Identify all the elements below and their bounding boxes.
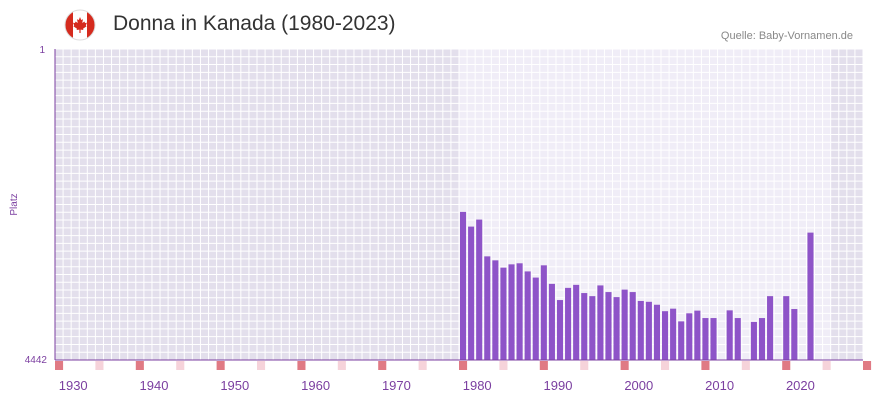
halfdecade-marker-1943 (176, 361, 185, 370)
bar-1983 (500, 267, 507, 360)
halfdecade-marker-1953 (257, 361, 266, 370)
bar-1994 (589, 296, 596, 360)
bar-2001 (645, 301, 652, 360)
bar-1986 (524, 271, 531, 360)
bar-2007 (694, 310, 701, 360)
bar-2015 (758, 318, 766, 360)
halfdecade-marker-1963 (337, 361, 346, 370)
halfdecade-marker-2013 (741, 361, 750, 370)
decade-marker-2008 (701, 361, 710, 370)
halfdecade-marker-1973 (418, 361, 427, 370)
bar-1997 (613, 297, 620, 360)
x-tick-label: 1950 (220, 378, 249, 393)
bar-1981 (484, 256, 491, 360)
x-tick-label: 1940 (140, 378, 169, 393)
bar-1984 (508, 264, 515, 360)
x-tick-label: 1990 (544, 378, 573, 393)
halfdecade-marker-2023 (822, 361, 831, 370)
bar-2004 (670, 308, 677, 360)
halfdecade-marker-1983 (499, 361, 508, 370)
bar-2018 (783, 296, 790, 360)
bar-1996 (605, 292, 612, 360)
bar-2003 (662, 311, 669, 360)
x-tick-label: 2000 (624, 378, 653, 393)
bar-2014 (750, 321, 757, 360)
bar-1990 (556, 300, 564, 360)
x-tick-label: 2020 (786, 378, 815, 393)
decade-marker-1928 (55, 361, 64, 370)
bar-1987 (532, 277, 539, 360)
y-axis-label: Platz (9, 193, 20, 215)
x-tick-label: 2010 (705, 378, 734, 393)
decade-marker-1948 (216, 361, 225, 370)
decade-marker-2018 (782, 361, 791, 370)
bar-1988 (540, 265, 547, 360)
x-tick-label: 1960 (301, 378, 330, 393)
bar-2016 (767, 296, 774, 360)
bar-1999 (629, 292, 636, 360)
bar-2012 (734, 318, 741, 360)
decade-marker-1958 (297, 361, 306, 370)
bar-1998 (621, 289, 628, 360)
decade-marker-1988 (539, 361, 548, 370)
decade-marker-1968 (378, 361, 387, 370)
grid (54, 48, 864, 361)
y-tick-label: 1 (39, 45, 45, 56)
bar-2005 (678, 321, 685, 360)
halfdecade-marker-1933 (95, 361, 104, 370)
x-tick-label: 1930 (59, 378, 88, 393)
chart-title: Donna in Kanada (1980-2023) (113, 12, 396, 35)
bar-2008 (702, 318, 709, 360)
canada-flag-icon (64, 9, 96, 41)
y-tick-label: 4442 (25, 355, 48, 366)
bar-1995 (597, 285, 604, 360)
halfdecade-marker-1993 (580, 361, 589, 370)
bar-1978 (460, 211, 467, 360)
x-tick-label: 1970 (382, 378, 411, 393)
bar-1982 (492, 260, 499, 360)
bar-2019 (791, 309, 798, 360)
bar-2011 (726, 310, 733, 360)
bar-2009 (710, 318, 717, 360)
bar-2002 (653, 304, 660, 360)
bar-2000 (637, 300, 644, 360)
bar-1989 (548, 283, 555, 360)
bar-1980 (476, 219, 483, 360)
decade-marker-1998 (620, 361, 629, 370)
bar-2006 (686, 313, 693, 360)
decade-marker-2028 (863, 361, 872, 370)
x-tick-label: 1980 (463, 378, 492, 393)
bar-2021 (807, 232, 814, 360)
bar-1985 (516, 263, 523, 360)
source-credit: Quelle: Baby-Vornamen.de (720, 30, 853, 42)
bar-1993 (581, 293, 588, 360)
bar-1992 (573, 284, 580, 360)
decade-marker-1978 (459, 361, 468, 370)
halfdecade-marker-2003 (661, 361, 670, 370)
bar-1979 (468, 226, 475, 360)
bar-1991 (565, 287, 572, 360)
decade-marker-1938 (135, 361, 144, 370)
